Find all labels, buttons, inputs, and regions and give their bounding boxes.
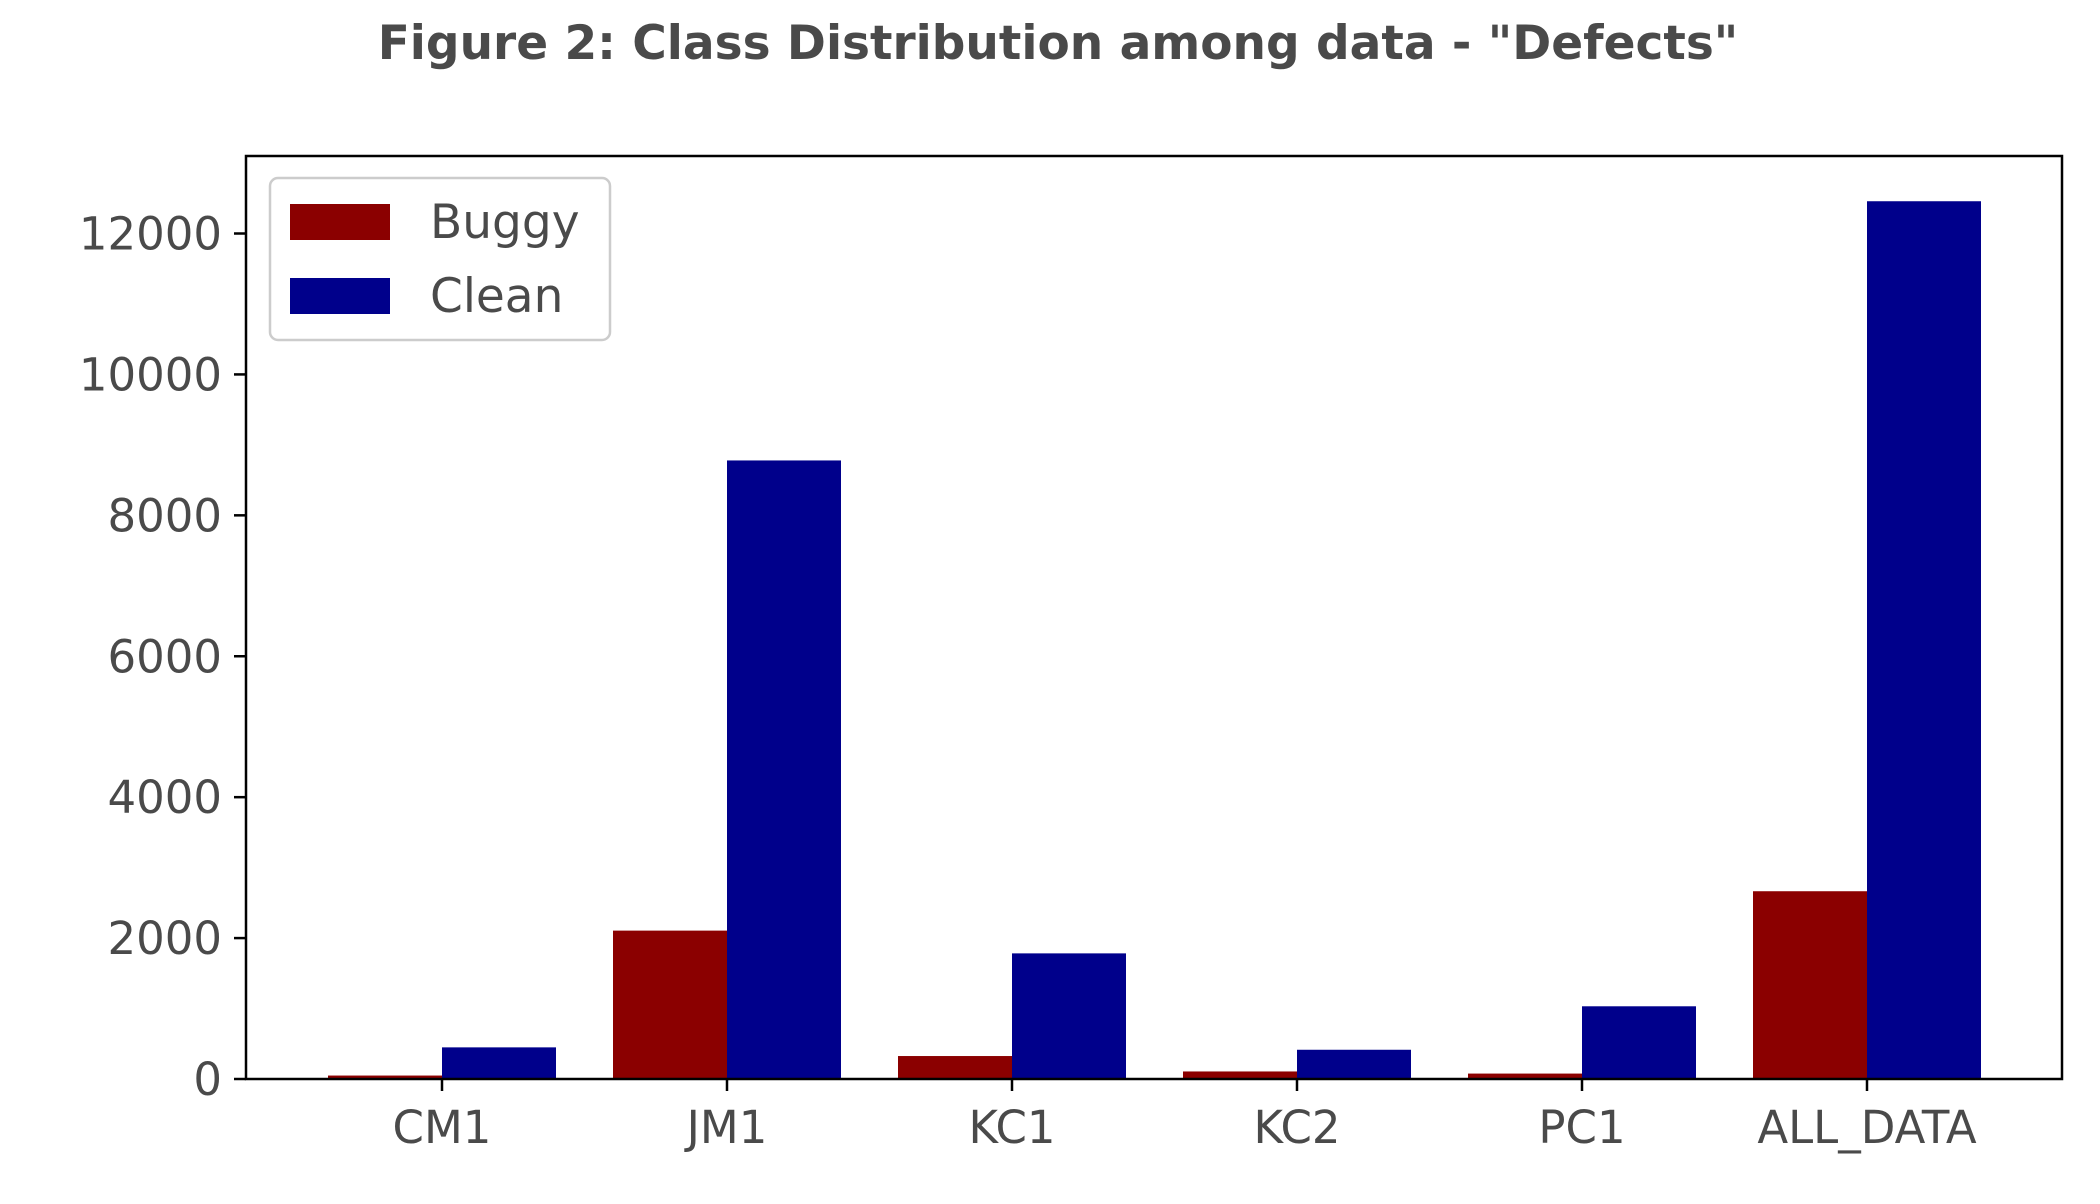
y-tick-label: 0 [193, 1053, 222, 1106]
y-tick-label: 12000 [79, 208, 222, 261]
axes-layer: 0 2000 4000 6000 8000 10000 12000 CM1 JM1 KC1 KC2 P… [79, 154, 2064, 1154]
y-tick-label: 2000 [107, 912, 222, 965]
legend-swatch-buggy [290, 204, 390, 240]
x-tick-label: KC2 [1253, 1101, 1340, 1154]
x-tick-label: KC1 [968, 1101, 1055, 1154]
bar-buggy-pc1 [1468, 1073, 1582, 1079]
bar-buggy-kc1 [898, 1056, 1012, 1079]
chart-title: Figure 2: Class Distribution among data … [378, 16, 1739, 71]
plot-frame [244, 154, 2064, 1081]
bar-buggy-kc2 [1183, 1071, 1297, 1079]
bar-buggy-jm1 [613, 930, 727, 1079]
y-tick-label: 8000 [107, 489, 222, 542]
x-tick-label: ALL_DATA [1757, 1101, 1977, 1154]
y-tick-label: 10000 [79, 348, 222, 401]
bar-clean-jm1 [727, 460, 841, 1079]
x-tick-label: PC1 [1538, 1101, 1625, 1154]
bars-layer [328, 201, 1981, 1080]
bar-buggy-cm1 [328, 1075, 442, 1079]
bar-clean-cm1 [442, 1047, 556, 1079]
y-tick-label: 4000 [107, 771, 222, 824]
x-tick-label: CM1 [393, 1101, 492, 1154]
x-tick-label: JM1 [684, 1101, 768, 1154]
bar-clean-kc1 [1012, 953, 1126, 1079]
bar-clean-kc2 [1297, 1049, 1411, 1079]
legend-swatch-clean [290, 278, 390, 314]
bar-clean-pc1 [1582, 1006, 1696, 1079]
legend-label-clean: Clean [430, 269, 563, 324]
legend-label-buggy: Buggy [430, 195, 580, 250]
bar-buggy-all_data [1753, 891, 1867, 1079]
bar-clean-all_data [1867, 201, 1981, 1080]
y-tick-label: 6000 [107, 630, 222, 683]
legend: Buggy Clean [268, 176, 612, 342]
